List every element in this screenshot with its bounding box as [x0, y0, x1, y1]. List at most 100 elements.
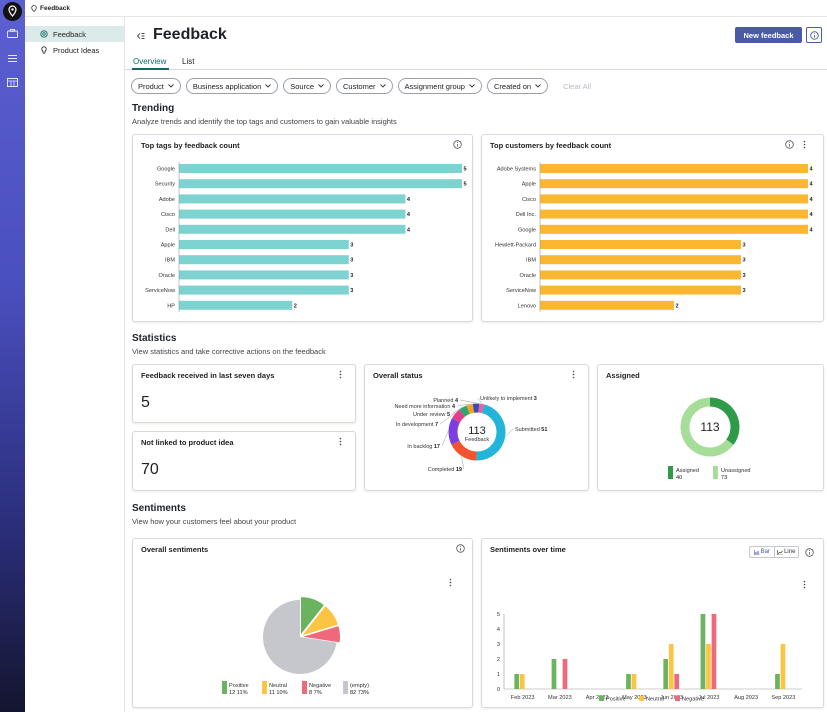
bar: [540, 255, 741, 265]
top-customers-chart: Adobe Systems 4 Apple 4 Cisco 4 Dell Inc. 4 Goog…: [495, 162, 814, 312]
statistics-subtitle: View statistics and take corrective acti…: [132, 347, 326, 356]
slice: [448, 418, 461, 445]
more-options-icon[interactable]: [446, 578, 455, 587]
info-icon[interactable]: [453, 140, 462, 149]
data-label: 3: [743, 288, 746, 294]
data-label: 4: [810, 227, 814, 233]
data-label: 4: [810, 197, 814, 203]
tick-label: HP: [167, 303, 175, 309]
main-content: Feedback New feedback Overview List Prod…: [125, 17, 827, 712]
tick-label: 4: [497, 627, 500, 633]
filter-label: Customer: [343, 81, 376, 91]
legend-label: Positive: [606, 697, 626, 703]
legend-label: Positive: [229, 683, 249, 689]
filter-bar: Product Business application Source Cust…: [131, 78, 591, 94]
slice-value: 4: [452, 404, 456, 410]
tick-label: Hewlett-Packard: [495, 243, 536, 249]
data-label: 4: [810, 182, 814, 188]
more-options-icon[interactable]: [800, 140, 809, 149]
filter-label: Source: [290, 81, 315, 91]
more-options-icon[interactable]: [569, 370, 578, 379]
tick-label: Aug 2023: [734, 695, 758, 701]
info-icon: [809, 30, 819, 40]
bar: [179, 224, 406, 234]
chevron-down-icon: [379, 84, 386, 88]
slice: [476, 404, 506, 461]
line-toggle-button[interactable]: Line: [775, 547, 799, 557]
bar: [700, 614, 706, 689]
filter-label: Business application: [192, 81, 262, 91]
data-label: 3: [743, 243, 746, 249]
slice-label: Submitted 51: [515, 427, 547, 433]
breadcrumb[interactable]: Feedback: [31, 5, 70, 12]
tick-label: Jul 2023: [698, 695, 719, 701]
data-label: 3: [743, 273, 746, 279]
info-icon[interactable]: [456, 544, 465, 553]
card-title: Assigned: [606, 371, 640, 380]
bar: [519, 674, 525, 689]
tick-label: IBM: [165, 258, 175, 264]
view-tabs: Overview List: [125, 55, 827, 70]
bar-toggle-button[interactable]: Bar: [750, 547, 775, 557]
bar: [562, 659, 568, 689]
info-icon[interactable]: [805, 548, 814, 557]
more-options-icon[interactable]: [800, 580, 809, 589]
top-bar: Feedback: [25, 0, 827, 17]
filter-created-on[interactable]: Created on: [486, 78, 549, 94]
filter-source[interactable]: Source: [283, 78, 332, 94]
more-options-icon[interactable]: [336, 370, 345, 379]
legend-swatch: [639, 696, 644, 701]
new-feedback-button[interactable]: New feedback: [735, 27, 802, 43]
tick-label: 5: [497, 612, 500, 618]
legend-value: 12 11%: [229, 690, 248, 696]
legend-swatch: [222, 681, 227, 694]
lightbulb-icon: [41, 46, 47, 54]
tick-label: Security: [155, 182, 175, 188]
tab-list[interactable]: List: [182, 57, 195, 66]
tick-label: 0: [497, 687, 500, 693]
trending-title: Trending: [132, 103, 175, 114]
filter-assignment-group[interactable]: Assignment group: [397, 78, 482, 94]
not-linked-value[interactable]: 70: [141, 461, 159, 478]
sidebar-item-feedback[interactable]: Feedback: [25, 26, 124, 42]
slice-value: 5: [447, 412, 450, 418]
legend-label: Unassigned: [721, 468, 751, 474]
app-logo-icon[interactable]: [3, 2, 22, 21]
slice-value: 51: [541, 427, 547, 433]
bar: [540, 164, 808, 173]
legend-label: Neutral: [269, 683, 287, 689]
filter-business-application[interactable]: Business application: [185, 78, 279, 94]
tab-overview[interactable]: Overview: [132, 55, 169, 70]
bar: [626, 674, 631, 689]
slice: [452, 409, 466, 423]
bar: [540, 300, 674, 310]
bar: [540, 179, 808, 189]
filter-product[interactable]: Product: [131, 78, 181, 94]
filter-customer[interactable]: Customer: [336, 78, 393, 94]
collapse-sidebar-icon[interactable]: [136, 32, 145, 40]
bar: [706, 644, 711, 689]
box-icon[interactable]: [7, 78, 18, 87]
clear-all-button[interactable]: Clear All: [563, 81, 592, 91]
location-pin-icon: [31, 4, 37, 12]
page-title: Feedback: [153, 26, 227, 43]
top-tags-card: Top tags by feedback count Google 5 Securi…: [132, 134, 473, 322]
legend-label: (empty): [350, 683, 369, 689]
chart-type-toggle: Bar Line: [749, 546, 799, 558]
legend-swatch: [668, 466, 673, 479]
chevron-down-icon: [535, 84, 541, 88]
list-icon[interactable]: [7, 54, 18, 63]
bar: [663, 659, 669, 689]
legend-swatch: [675, 696, 680, 701]
data-label: 3: [350, 258, 353, 264]
more-options-icon[interactable]: [336, 437, 345, 446]
info-icon[interactable]: [785, 140, 794, 149]
info-button[interactable]: [806, 27, 822, 43]
sidebar-item-product-ideas[interactable]: Product Ideas: [25, 42, 124, 58]
briefcase-icon[interactable]: [7, 29, 18, 38]
last-seven-days-value[interactable]: 5: [141, 394, 150, 411]
top-customers-card: Top customers by feedback count Adobe Sy…: [481, 134, 824, 322]
bar: [514, 674, 520, 689]
bar-toggle-label: Bar: [760, 549, 770, 555]
